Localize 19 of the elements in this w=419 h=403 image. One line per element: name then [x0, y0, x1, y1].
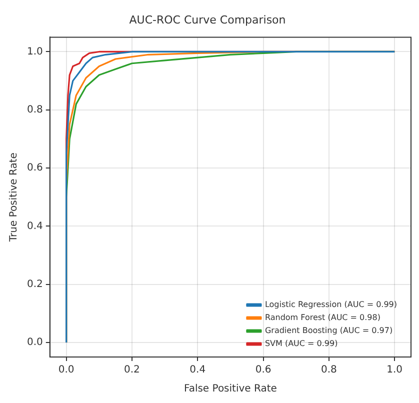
- y-tick-label: 0.0: [26, 337, 43, 348]
- x-tick-label: 0.2: [124, 364, 140, 376]
- y-tick-label: 1.0: [26, 46, 43, 58]
- y-tick-label: 0.6: [26, 162, 43, 174]
- x-axis-title: False Positive Rate: [184, 384, 277, 395]
- legend-label: Gradient Boosting (AUC = 0.97): [264, 326, 393, 336]
- legend-label: Logistic Regression (AUC = 0.99): [264, 300, 398, 310]
- y-tick-label: 0.2: [26, 278, 43, 290]
- y-tick-label: 0.4: [26, 220, 43, 232]
- y-tick-label: 0.8: [26, 104, 43, 116]
- legend-label: SVM (AUC = 0.99): [264, 339, 338, 348]
- legend-label: Random Forest (AUC = 0.98): [264, 313, 380, 322]
- x-tick-label: 0.0: [58, 364, 74, 376]
- x-tick-label: 0.4: [190, 364, 206, 376]
- y-axis-title: True Positive Rate: [8, 152, 20, 243]
- chart-title: AUC-ROC Curve Comparison: [129, 13, 286, 26]
- x-tick-label: 1.0: [386, 364, 403, 376]
- x-tick-label: 0.6: [255, 364, 272, 376]
- x-tick-label: 0.8: [320, 364, 337, 376]
